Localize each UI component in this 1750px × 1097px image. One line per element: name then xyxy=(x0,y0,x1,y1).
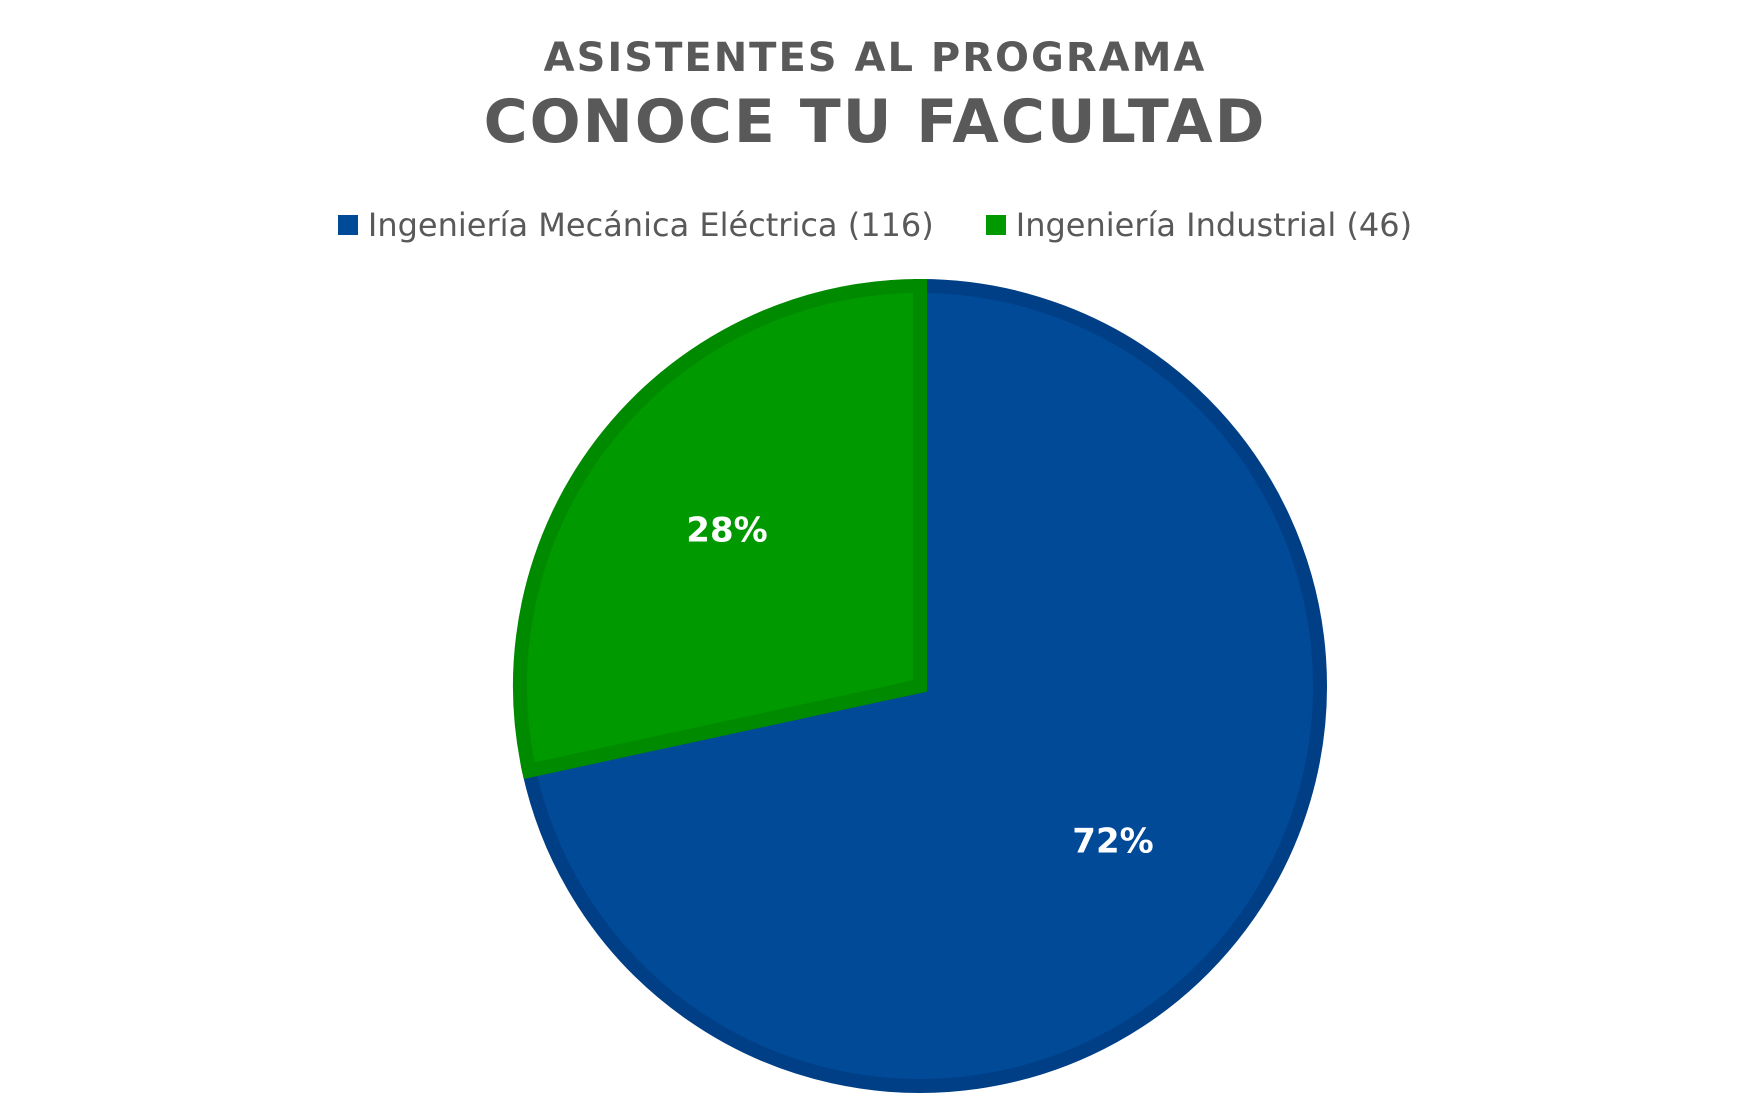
chart-title-line1: ASISTENTES AL PROGRAMA xyxy=(543,35,1207,81)
data-label-industrial: 28% xyxy=(686,510,767,550)
chart-title: ASISTENTES AL PROGRAMA CONOCE TU FACULTA… xyxy=(0,30,1750,158)
legend-item-industrial: Ingeniería Industrial (46) xyxy=(985,206,1413,244)
chart-title-line2: CONOCE TU FACULTAD xyxy=(483,87,1267,157)
chart-legend: Ingeniería Mecánica Eléctrica (116) Inge… xyxy=(0,206,1750,244)
legend-swatch-industrial xyxy=(985,215,1006,235)
legend-label-mecanica-electrica: Ingeniería Mecánica Eléctrica (116) xyxy=(367,206,934,244)
legend-item-mecanica-electrica: Ingeniería Mecánica Eléctrica (116) xyxy=(337,206,934,244)
data-label-mecanica-electrica: 72% xyxy=(1072,822,1153,862)
pie-slice-industrial xyxy=(513,278,927,780)
legend-label-industrial: Ingeniería Industrial (46) xyxy=(1015,206,1413,244)
legend-swatch-mecanica-electrica xyxy=(337,215,358,235)
